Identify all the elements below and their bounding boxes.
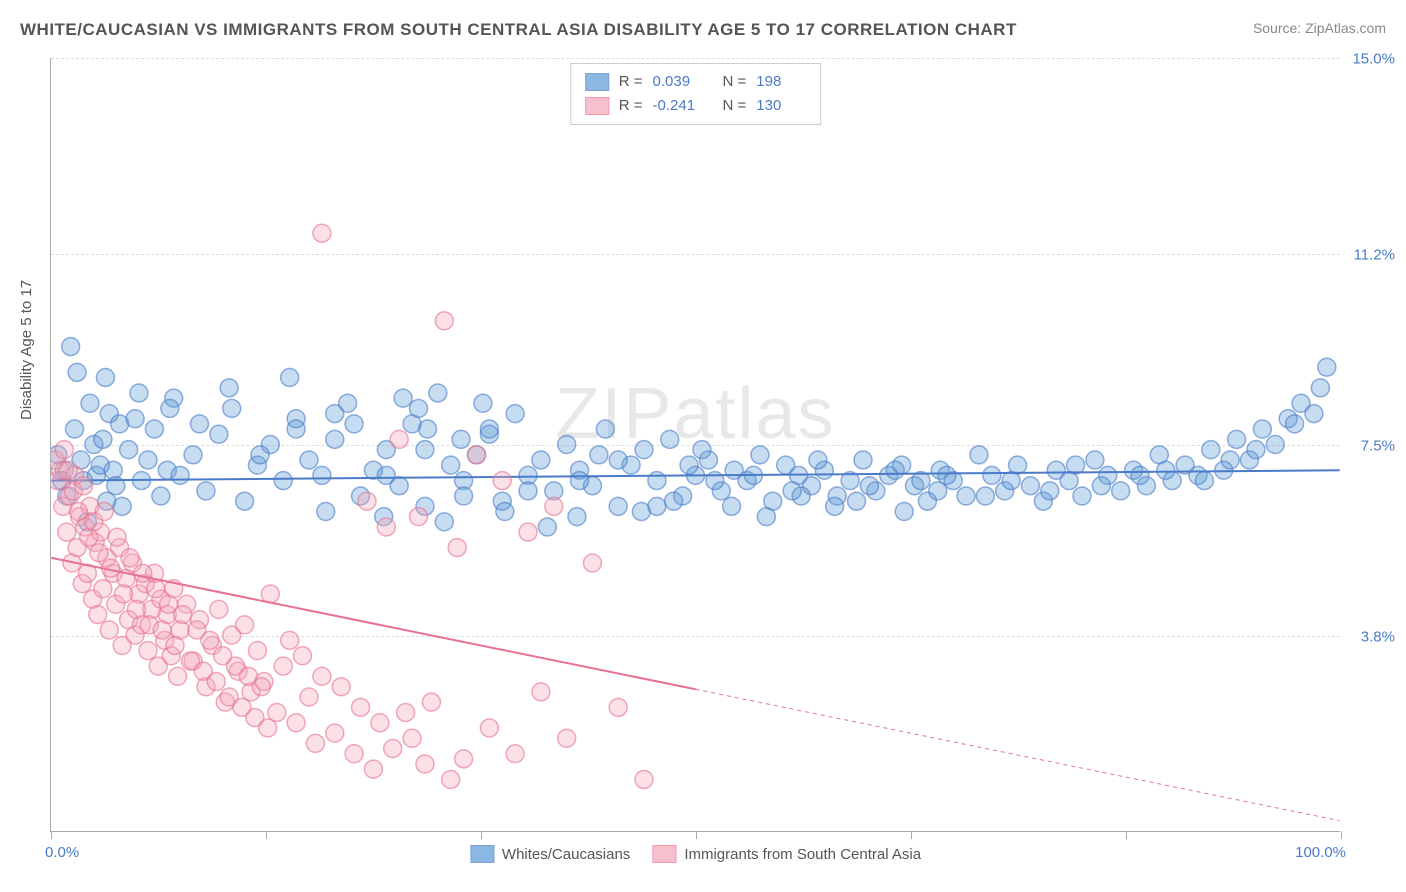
r-value-1: 0.039	[653, 70, 703, 94]
x-tick	[1126, 831, 1127, 839]
chart-title: WHITE/CAUCASIAN VS IMMIGRANTS FROM SOUTH…	[20, 20, 1017, 40]
x-max-label: 100.0%	[1295, 844, 1346, 861]
chart-container: WHITE/CAUCASIAN VS IMMIGRANTS FROM SOUTH…	[0, 0, 1406, 892]
bottom-legend: Whites/Caucasians Immigrants from South …	[470, 845, 921, 863]
y-axis-label: Disability Age 5 to 17	[18, 280, 35, 420]
legend-label-1: Whites/Caucasians	[502, 846, 630, 863]
grid-line: 3.8%	[51, 636, 1340, 637]
grid-line: 11.2%	[51, 254, 1340, 255]
y-tick-label: 3.8%	[1361, 628, 1395, 645]
x-tick	[911, 831, 912, 839]
legend-swatch-1	[470, 845, 494, 863]
swatch-series1	[585, 73, 609, 91]
x-tick	[51, 831, 52, 839]
stats-row-2: R = -0.241 N = 130	[585, 94, 807, 118]
source-label: Source: ZipAtlas.com	[1253, 20, 1386, 36]
x-tick	[1341, 831, 1342, 839]
y-tick-label: 15.0%	[1352, 51, 1395, 68]
y-tick-label: 11.2%	[1354, 247, 1395, 264]
swatch-series2	[585, 97, 609, 115]
legend-label-2: Immigrants from South Central Asia	[684, 846, 921, 863]
x-min-label: 0.0%	[45, 844, 79, 861]
x-tick	[481, 831, 482, 839]
stats-row-1: R = 0.039 N = 198	[585, 70, 807, 94]
watermark: ZIPatlas	[555, 373, 835, 455]
r-value-2: -0.241	[653, 94, 703, 118]
y-tick-label: 7.5%	[1361, 438, 1395, 455]
n-value-1: 198	[756, 70, 806, 94]
plot-area: ZIPatlas 3.8% 7.5% 11.2% 15.0% R = 0.039 N …	[50, 58, 1340, 832]
grid-line: 15.0%	[51, 58, 1340, 59]
stats-box: R = 0.039 N = 198 R = -0.241 N = 130	[570, 63, 822, 125]
legend-item-1: Whites/Caucasians	[470, 845, 630, 863]
legend-item-2: Immigrants from South Central Asia	[652, 845, 921, 863]
n-value-2: 130	[756, 94, 806, 118]
legend-swatch-2	[652, 845, 676, 863]
x-tick	[696, 831, 697, 839]
x-tick	[266, 831, 267, 839]
grid-line: 7.5%	[51, 445, 1340, 446]
